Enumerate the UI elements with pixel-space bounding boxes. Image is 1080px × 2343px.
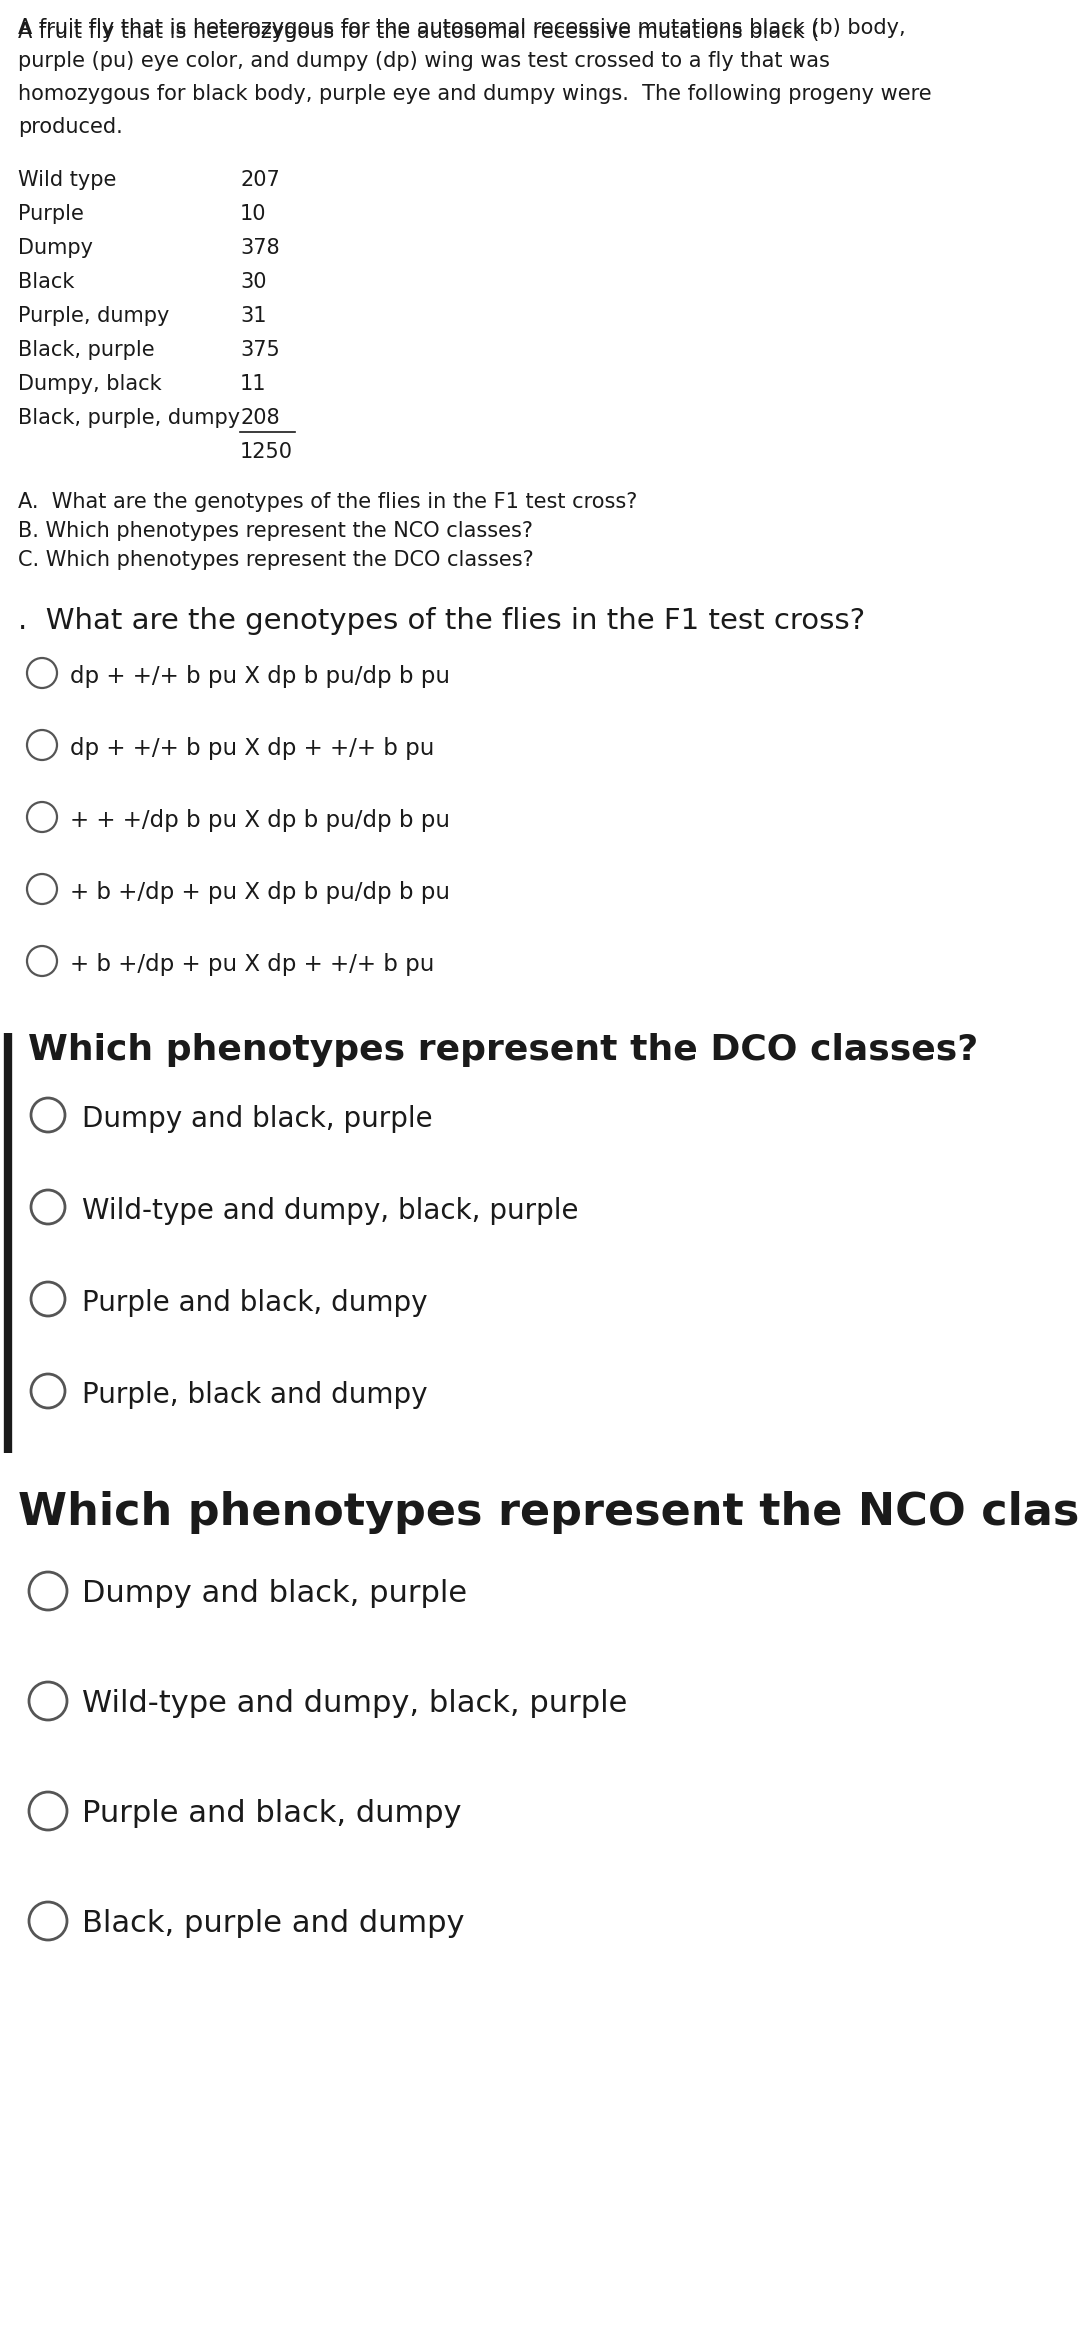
Text: dp + +/+ b pu X dp b pu/dp b pu: dp + +/+ b pu X dp b pu/dp b pu: [70, 665, 450, 689]
Text: Black, purple: Black, purple: [18, 340, 154, 361]
Text: Wild type: Wild type: [18, 171, 117, 190]
Text: Black: Black: [18, 272, 75, 293]
Text: Purple and black, dumpy: Purple and black, dumpy: [82, 1289, 428, 1317]
Text: Dumpy and black, purple: Dumpy and black, purple: [82, 1579, 468, 1607]
Text: Purple, dumpy: Purple, dumpy: [18, 307, 170, 326]
Text: A fruit fly that is heterozygous for the autosomal recessive mutations black (: A fruit fly that is heterozygous for the…: [18, 21, 820, 42]
Text: Which phenotypes represent the DCO classes?: Which phenotypes represent the DCO class…: [28, 1033, 978, 1066]
Text: C. Which phenotypes represent the DCO classes?: C. Which phenotypes represent the DCO cl…: [18, 551, 534, 569]
Text: 375: 375: [240, 340, 280, 361]
Text: Dumpy, black: Dumpy, black: [18, 375, 162, 394]
Text: Dumpy and black, purple: Dumpy and black, purple: [82, 1106, 433, 1134]
Text: 10: 10: [240, 204, 267, 225]
Text: + + +/dp b pu X dp b pu/dp b pu: + + +/dp b pu X dp b pu/dp b pu: [70, 808, 450, 832]
Text: + b +/dp + pu X dp b pu/dp b pu: + b +/dp + pu X dp b pu/dp b pu: [70, 881, 450, 904]
Text: Purple, black and dumpy: Purple, black and dumpy: [82, 1380, 428, 1408]
Text: produced.: produced.: [18, 117, 123, 136]
Text: A fruit fly that is heterozygous for the autosomal recessive mutations black (b): A fruit fly that is heterozygous for the…: [18, 19, 906, 37]
Text: Black, purple, dumpy: Black, purple, dumpy: [18, 408, 240, 429]
Text: B. Which phenotypes represent the NCO classes?: B. Which phenotypes represent the NCO cl…: [18, 520, 534, 541]
Text: Black, purple and dumpy: Black, purple and dumpy: [82, 1910, 464, 1938]
Text: 31: 31: [240, 307, 267, 326]
Text: Wild-type and dumpy, black, purple: Wild-type and dumpy, black, purple: [82, 1689, 627, 1717]
Text: homozygous for black body, purple eye and dumpy wings.  The following progeny we: homozygous for black body, purple eye an…: [18, 84, 932, 103]
Text: .  What are the genotypes of the flies in the F1 test cross?: . What are the genotypes of the flies in…: [18, 607, 865, 635]
Text: dp + +/+ b pu X dp + +/+ b pu: dp + +/+ b pu X dp + +/+ b pu: [70, 738, 434, 759]
Text: 207: 207: [240, 171, 280, 190]
Text: + b +/dp + pu X dp + +/+ b pu: + b +/dp + pu X dp + +/+ b pu: [70, 954, 434, 977]
Text: Purple: Purple: [18, 204, 84, 225]
Text: 208: 208: [240, 408, 280, 429]
Text: 30: 30: [240, 272, 267, 293]
Text: purple (pu) eye color, and dumpy (dp) wing was test crossed to a fly that was: purple (pu) eye color, and dumpy (dp) wi…: [18, 52, 829, 70]
Text: Dumpy: Dumpy: [18, 239, 93, 258]
Text: Wild-type and dumpy, black, purple: Wild-type and dumpy, black, purple: [82, 1197, 579, 1225]
Text: Which phenotypes represent the NCO classes?: Which phenotypes represent the NCO class…: [18, 1490, 1080, 1535]
Text: A.  What are the genotypes of the flies in the F1 test cross?: A. What are the genotypes of the flies i…: [18, 492, 637, 513]
Text: Purple and black, dumpy: Purple and black, dumpy: [82, 1799, 461, 1828]
Text: 1250: 1250: [240, 443, 293, 462]
Text: 11: 11: [240, 375, 267, 394]
Text: 378: 378: [240, 239, 280, 258]
